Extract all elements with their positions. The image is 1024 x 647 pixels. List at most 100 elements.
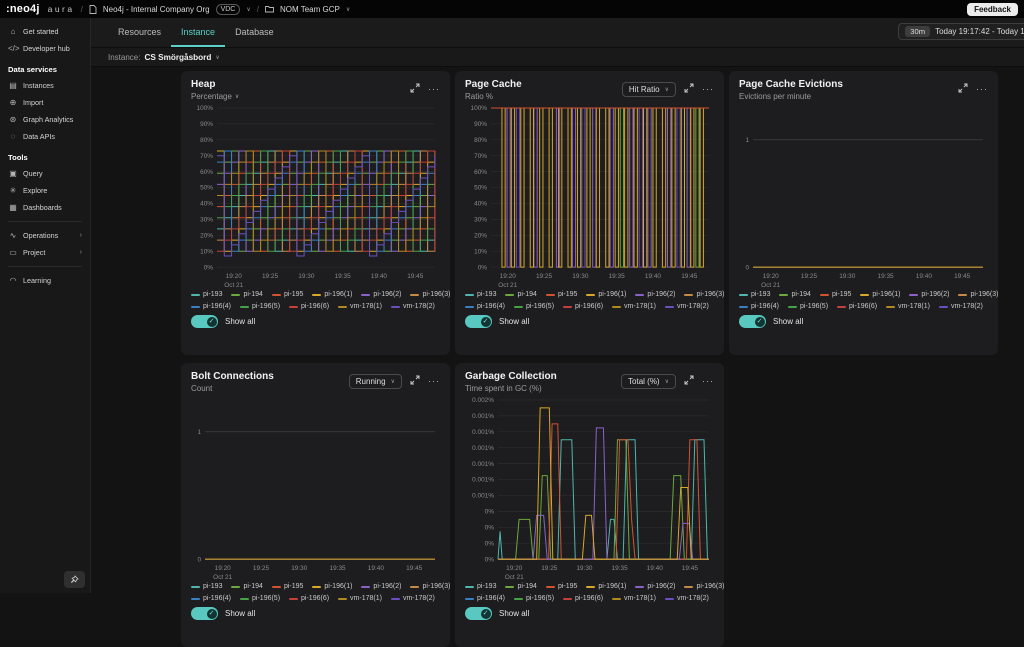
expand-icon[interactable] <box>958 80 968 98</box>
more-menu-icon[interactable]: ··· <box>976 86 988 92</box>
sidebar-item-operations[interactable]: ∿Operations› <box>0 227 90 244</box>
sidebar-item-graph-analytics[interactable]: ⊛Graph Analytics <box>0 111 90 128</box>
legend-item[interactable]: pi-194 <box>231 583 262 590</box>
sidebar-item-dashboards[interactable]: ▦Dashboards <box>0 199 90 216</box>
expand-icon[interactable] <box>684 372 694 390</box>
more-menu-icon[interactable]: ··· <box>702 86 714 92</box>
legend-item[interactable]: pi-196(2) <box>909 291 949 298</box>
more-menu-icon[interactable]: ··· <box>428 378 440 384</box>
sidebar-item-data-apis[interactable]: ◌Data APIs <box>0 128 90 145</box>
legend-item[interactable]: pi-194 <box>505 583 536 590</box>
legend-item[interactable]: pi-196(2) <box>361 291 401 298</box>
legend-item[interactable]: pi-196(5) <box>514 303 554 310</box>
legend-item[interactable]: pi-194 <box>231 291 262 298</box>
legend-item[interactable]: vm-178(2) <box>391 595 435 602</box>
legend-item[interactable]: pi-196(4) <box>191 595 231 602</box>
show-all-toggle[interactable]: ✓ <box>465 315 492 328</box>
legend-item[interactable]: vm-178(2) <box>391 303 435 310</box>
more-menu-icon[interactable]: ··· <box>702 378 714 384</box>
time-preset-chip[interactable]: 30m <box>905 26 930 37</box>
legend-item[interactable]: pi-195 <box>546 583 577 590</box>
legend-item[interactable]: pi-194 <box>779 291 810 298</box>
gc-total-select[interactable]: Total (%)∨ <box>621 374 676 389</box>
legend-item[interactable]: pi-196(5) <box>788 303 828 310</box>
legend-item[interactable]: pi-194 <box>505 291 536 298</box>
legend-item[interactable]: pi-196(2) <box>635 291 675 298</box>
legend-item[interactable]: vm-178(1) <box>886 303 930 310</box>
legend-item[interactable]: pi-196(1) <box>586 583 626 590</box>
legend-item[interactable]: pi-196(5) <box>240 303 280 310</box>
show-all-toggle[interactable]: ✓ <box>191 607 218 620</box>
legend-item[interactable]: pi-196(3) <box>958 291 998 298</box>
legend-item[interactable]: vm-178(2) <box>665 595 709 602</box>
legend-item[interactable]: pi-193 <box>191 291 222 298</box>
instance-name[interactable]: CS Smörgåsbord <box>144 53 211 62</box>
legend-item[interactable]: pi-196(1) <box>312 291 352 298</box>
show-all-toggle[interactable]: ✓ <box>739 315 766 328</box>
legend-item[interactable]: vm-178(1) <box>612 303 656 310</box>
legend-item[interactable]: pi-196(6) <box>837 303 877 310</box>
running-select[interactable]: Running∨ <box>349 374 402 389</box>
more-menu-icon[interactable]: ··· <box>428 86 440 92</box>
legend-item[interactable]: pi-196(4) <box>739 303 779 310</box>
tab-database[interactable]: Database <box>225 18 284 47</box>
expand-icon[interactable] <box>410 80 420 98</box>
tab-resources[interactable]: Resources <box>108 18 171 47</box>
legend-item[interactable]: pi-196(4) <box>465 303 505 310</box>
legend-item[interactable]: pi-196(1) <box>312 583 352 590</box>
legend-item[interactable]: pi-196(3) <box>410 583 450 590</box>
sidebar-item-instances[interactable]: ▤Instances <box>0 77 90 94</box>
chevron-down-icon[interactable]: ∨ <box>215 54 219 61</box>
sidebar-item-query[interactable]: ▣Query <box>0 165 90 182</box>
legend-item[interactable]: vm-178(1) <box>338 595 382 602</box>
legend-item[interactable]: pi-196(3) <box>410 291 450 298</box>
legend-item[interactable]: pi-193 <box>739 291 770 298</box>
expand-icon[interactable] <box>410 372 420 390</box>
legend-item[interactable]: vm-178(2) <box>939 303 983 310</box>
legend-item[interactable]: pi-195 <box>272 583 303 590</box>
legend-item[interactable]: pi-196(1) <box>586 291 626 298</box>
legend-item[interactable]: pi-196(6) <box>563 595 603 602</box>
breadcrumb-project[interactable]: NOM Team GCP <box>280 5 340 14</box>
legend-item[interactable]: pi-196(2) <box>635 583 675 590</box>
legend-item[interactable]: pi-196(6) <box>563 303 603 310</box>
tab-instance[interactable]: Instance <box>171 18 225 47</box>
chevron-down-icon[interactable]: ∨ <box>346 6 350 13</box>
sidebar-item-get-started[interactable]: ⌂Get started <box>0 23 90 40</box>
legend-swatch <box>684 294 693 296</box>
legend-item[interactable]: pi-196(3) <box>684 583 724 590</box>
sidebar-item-project[interactable]: ▭Project› <box>0 244 90 261</box>
sidebar-pin-button[interactable] <box>64 571 85 588</box>
legend-item[interactable]: vm-178(2) <box>665 303 709 310</box>
sidebar-item-developer-hub[interactable]: </>Developer hub <box>0 40 90 57</box>
legend-item[interactable]: pi-196(4) <box>465 595 505 602</box>
feedback-button[interactable]: Feedback <box>967 3 1018 16</box>
legend-item[interactable]: pi-196(4) <box>191 303 231 310</box>
breadcrumb-org[interactable]: Neo4j - Internal Company Org <box>103 5 210 14</box>
chevron-down-icon[interactable]: ∨ <box>246 6 250 13</box>
sidebar-item-learning[interactable]: ◠Learning <box>0 272 90 289</box>
legend-item[interactable]: pi-195 <box>272 291 303 298</box>
sidebar-item-explore[interactable]: ✳Explore <box>0 182 90 199</box>
hit-ratio-select[interactable]: Hit Ratio∨ <box>622 82 676 97</box>
legend-item[interactable]: pi-193 <box>191 583 222 590</box>
legend-item[interactable]: pi-196(6) <box>289 595 329 602</box>
legend-item[interactable]: pi-195 <box>546 291 577 298</box>
legend-item[interactable]: pi-196(2) <box>361 583 401 590</box>
sidebar-item-import[interactable]: ⊕Import <box>0 94 90 111</box>
legend-item[interactable]: pi-193 <box>465 583 496 590</box>
show-all-toggle[interactable]: ✓ <box>191 315 218 328</box>
legend-item[interactable]: pi-196(6) <box>289 303 329 310</box>
heap-metric-dropdown[interactable]: Percentage∨ <box>191 92 239 101</box>
legend-item[interactable]: vm-178(1) <box>338 303 382 310</box>
show-all-toggle[interactable]: ✓ <box>465 607 492 620</box>
legend-item[interactable]: pi-193 <box>465 291 496 298</box>
legend-item[interactable]: pi-196(5) <box>240 595 280 602</box>
legend-item[interactable]: pi-195 <box>820 291 851 298</box>
legend-item[interactable]: pi-196(5) <box>514 595 554 602</box>
time-range-picker[interactable]: 30m Today 19:17:42 - Today 19:47:4 <box>898 23 1024 40</box>
legend-item[interactable]: pi-196(3) <box>684 291 724 298</box>
legend-item[interactable]: pi-196(1) <box>860 291 900 298</box>
expand-icon[interactable] <box>684 80 694 98</box>
legend-item[interactable]: vm-178(1) <box>612 595 656 602</box>
